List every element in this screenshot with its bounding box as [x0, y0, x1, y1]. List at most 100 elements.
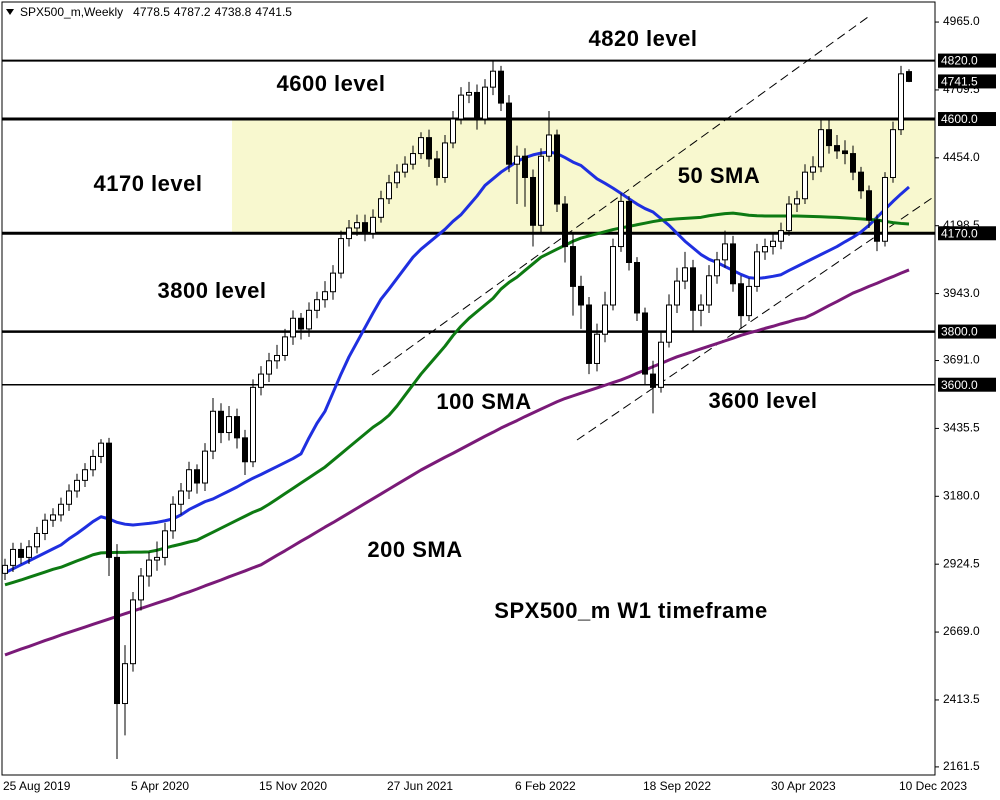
candle-body [50, 514, 56, 521]
candle-body [490, 70, 496, 88]
candle-body [578, 285, 584, 306]
candle-body [802, 171, 808, 200]
x-tick-label: 30 Apr 2023 [771, 779, 836, 793]
candle-body [26, 546, 32, 558]
candle-body [546, 134, 552, 157]
candle-body [210, 410, 216, 452]
y-tick-label: 3435.5 [943, 421, 980, 435]
candle-body [378, 198, 384, 218]
candle-body [458, 94, 464, 120]
level-annotation: 4820 level [589, 26, 698, 51]
candle-body [338, 238, 344, 274]
channel-line [371, 16, 869, 376]
level-annotation: 3600 level [709, 388, 818, 413]
annotations: 4820 level 4600 level 4170 level 3800 le… [94, 26, 818, 623]
candle-body [250, 386, 256, 463]
price-box-label: 4741.5 [941, 75, 978, 89]
header-close: 4741.5 [255, 5, 292, 19]
candle-body [586, 304, 592, 364]
candle-body [642, 312, 648, 375]
candle-body [722, 243, 728, 261]
candle-body [146, 559, 152, 577]
price-box [938, 324, 996, 339]
candle-layer [2, 61, 912, 760]
sma-label: 100 SMA [436, 389, 531, 414]
candle-body [706, 275, 712, 306]
candle-body [810, 166, 816, 173]
candle-body [562, 203, 568, 248]
candle-body [202, 450, 208, 484]
candle-body [826, 129, 832, 147]
sma-line [4, 211, 910, 587]
candle-body [530, 176, 536, 226]
candle-body [506, 102, 512, 165]
candle-body [842, 150, 848, 155]
candle-body [306, 309, 312, 330]
candle-body [906, 71, 912, 82]
candle-body [450, 118, 456, 144]
candle-body [18, 548, 24, 558]
candle-body [266, 360, 272, 375]
y-tick-label: 3943.0 [943, 286, 980, 300]
y-tick-label: 2669.0 [943, 624, 980, 638]
candle-body [538, 155, 544, 226]
candle-body [634, 261, 640, 314]
candle-body [554, 134, 560, 205]
candle-body [330, 272, 336, 293]
header-open: 4778.5 [133, 5, 170, 19]
candle-body [690, 267, 696, 311]
y-tick-label: 4965.0 [943, 14, 980, 28]
header: SPX500_m,Weekly 4778.5 4787.2 4738.8 4741.5 [6, 5, 292, 19]
candle-body [122, 663, 128, 705]
candle-body [282, 336, 288, 356]
price-box [938, 226, 996, 241]
candle-body [370, 216, 376, 234]
y-tick-label: 3691.0 [943, 353, 980, 367]
candle-body [34, 532, 40, 548]
candle-body [42, 519, 48, 534]
candle-body [834, 145, 840, 152]
price-box [938, 53, 996, 68]
zone-layer [232, 119, 935, 234]
candle-body [298, 317, 304, 330]
price-box [938, 112, 996, 127]
candle-body [258, 373, 264, 388]
candle-body [410, 153, 416, 165]
candle-body [770, 240, 776, 248]
y-tick-label: 4454.0 [943, 150, 980, 164]
x-tick-label: 15 Nov 2020 [259, 779, 327, 793]
candle-body [354, 222, 360, 229]
candle-body [674, 280, 680, 306]
candle-body [570, 246, 576, 287]
timeframe-note: SPX500_m W1 timeframe [494, 598, 767, 623]
price-box-label: 3800.0 [941, 325, 978, 339]
candle-body [466, 91, 472, 96]
candle-body [226, 416, 232, 434]
candle-body [522, 155, 528, 178]
candle-body [890, 129, 896, 178]
sma-label: 200 SMA [367, 537, 462, 562]
candle-body [666, 304, 672, 343]
candle-body [794, 198, 800, 205]
candle-body [418, 137, 424, 155]
candle-body [386, 182, 392, 200]
candle-body [514, 155, 520, 165]
candle-body [714, 259, 720, 277]
candle-body [66, 490, 72, 505]
candle-body [394, 171, 400, 184]
candle-body [234, 416, 240, 439]
candle-body [858, 171, 864, 192]
candle-body [746, 285, 752, 317]
candle-body [882, 176, 888, 242]
candle-body [138, 575, 144, 601]
candle-body [346, 227, 352, 240]
x-tick-label: 6 Feb 2022 [515, 779, 576, 793]
sma-line [4, 268, 910, 657]
candle-body [594, 333, 600, 364]
plot-frame [1, 1, 936, 776]
candle-body [322, 291, 328, 301]
channel-line [576, 195, 936, 441]
candle-body [482, 86, 488, 120]
